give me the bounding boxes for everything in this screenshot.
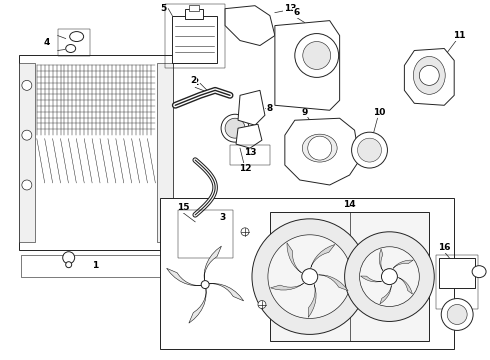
Polygon shape	[393, 260, 413, 269]
Ellipse shape	[302, 134, 337, 162]
Bar	[172, 15, 217, 63]
Circle shape	[66, 262, 72, 268]
Text: 4: 4	[44, 38, 50, 47]
Text: 6: 6	[294, 8, 300, 17]
Circle shape	[308, 136, 332, 160]
Circle shape	[201, 280, 209, 289]
Bar	[178, 210, 233, 258]
Text: 9: 9	[301, 108, 308, 117]
Circle shape	[22, 80, 32, 90]
Circle shape	[63, 252, 74, 264]
Polygon shape	[285, 118, 360, 185]
Polygon shape	[361, 276, 382, 282]
Polygon shape	[204, 246, 221, 281]
Polygon shape	[209, 284, 244, 301]
Circle shape	[382, 269, 397, 285]
Bar	[19, 63, 35, 242]
Bar	[189, 5, 199, 11]
Circle shape	[22, 130, 32, 140]
Text: 10: 10	[373, 108, 386, 117]
Bar	[21, 255, 172, 276]
Circle shape	[258, 301, 266, 309]
Circle shape	[441, 298, 473, 330]
Polygon shape	[270, 283, 304, 290]
Ellipse shape	[414, 57, 445, 94]
Polygon shape	[238, 90, 265, 125]
Circle shape	[241, 228, 249, 236]
Bar	[436, 255, 478, 310]
Ellipse shape	[66, 45, 75, 53]
Circle shape	[225, 118, 245, 138]
Text: 1: 1	[93, 261, 98, 270]
Text: 16: 16	[438, 243, 450, 252]
Text: 13: 13	[284, 4, 296, 13]
Ellipse shape	[472, 266, 486, 278]
Text: 14: 14	[343, 201, 356, 210]
Circle shape	[360, 247, 419, 306]
Bar	[165, 4, 225, 68]
Text: 2: 2	[190, 76, 196, 85]
Text: 2: 2	[192, 78, 198, 87]
Circle shape	[22, 180, 32, 190]
Text: 3: 3	[217, 213, 223, 222]
Polygon shape	[311, 244, 335, 268]
Circle shape	[268, 235, 352, 319]
Circle shape	[358, 138, 382, 162]
Text: 5: 5	[160, 4, 167, 13]
Polygon shape	[404, 49, 454, 105]
Polygon shape	[308, 284, 316, 318]
Text: 15: 15	[177, 203, 190, 212]
Polygon shape	[380, 285, 392, 304]
Polygon shape	[225, 6, 275, 45]
Bar	[270, 212, 429, 341]
Polygon shape	[398, 278, 413, 294]
Circle shape	[447, 305, 467, 324]
Polygon shape	[287, 243, 301, 273]
Polygon shape	[167, 268, 201, 286]
Polygon shape	[275, 21, 340, 110]
Text: 13: 13	[244, 148, 256, 157]
Circle shape	[303, 41, 331, 69]
Text: 11: 11	[453, 31, 466, 40]
Circle shape	[252, 219, 368, 334]
Polygon shape	[379, 249, 383, 271]
Polygon shape	[189, 288, 206, 323]
Bar	[157, 63, 173, 242]
Circle shape	[295, 33, 339, 77]
Bar	[19, 55, 173, 250]
Bar	[185, 9, 203, 19]
Polygon shape	[236, 124, 262, 148]
Bar	[230, 145, 270, 165]
Ellipse shape	[221, 114, 249, 142]
Bar	[160, 198, 454, 349]
Circle shape	[419, 66, 439, 85]
Text: 3: 3	[219, 213, 225, 222]
Circle shape	[352, 132, 388, 168]
Text: 12: 12	[239, 163, 251, 172]
Polygon shape	[318, 275, 348, 291]
Bar	[58, 28, 90, 57]
Text: 8: 8	[267, 104, 273, 113]
Circle shape	[344, 232, 434, 321]
Circle shape	[302, 269, 318, 285]
Text: 7: 7	[292, 26, 298, 35]
Bar	[439, 258, 475, 288]
Ellipse shape	[70, 32, 84, 41]
